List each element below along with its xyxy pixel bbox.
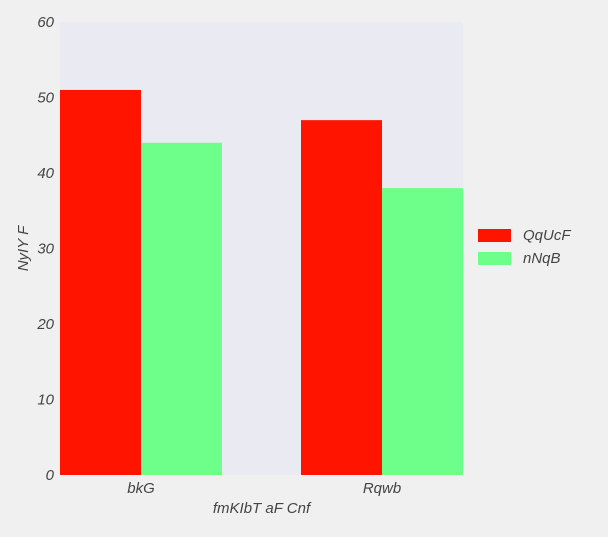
y-tick-label: 40 [37,165,54,182]
bar-QqUcF-Rqwb [301,120,382,476]
bar-QqUcF-bkG [60,89,141,475]
y-axis-label: NyIY F [15,225,32,271]
legend-label: nNqB [523,250,561,267]
y-tick-label: 10 [37,392,54,409]
x-axis-ticks: bkG Rqwb [127,480,401,497]
y-tick-label: 20 [36,316,54,333]
bars-group [60,89,463,476]
legend-swatch [478,229,511,242]
x-tick-label: bkG [127,480,155,497]
y-tick-label: 50 [37,90,54,107]
y-axis-ticks: 0 10 20 30 40 50 60 [36,14,54,484]
y-tick-label: 30 [37,241,54,258]
legend: QqUcF nNqB [478,227,571,267]
y-tick-label: 0 [46,467,55,484]
x-tick-label: Rqwb [363,480,401,497]
legend-label: QqUcF [523,227,571,244]
bar-nNqB-bkG [141,142,222,476]
x-axis-label: fmKIbT aF Cnf [213,500,312,517]
y-tick-label: 60 [37,14,54,31]
legend-swatch [478,252,511,265]
bar-nNqB-Rqwb [382,188,463,475]
